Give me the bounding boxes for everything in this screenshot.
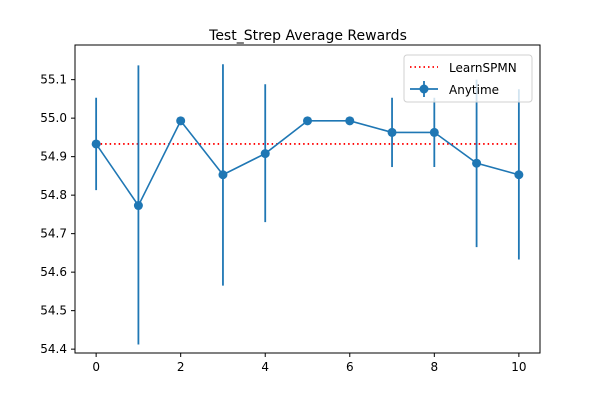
x-tick-label: 2 <box>177 360 185 374</box>
anytime-point <box>303 116 312 126</box>
y-tick-label: 55.0 <box>40 111 67 125</box>
legend: LearnSPMN Anytime <box>403 54 533 103</box>
x-tick-label: 0 <box>92 360 100 374</box>
anytime-point <box>514 170 524 180</box>
x-tick-label: 8 <box>430 360 438 374</box>
anytime-point <box>218 170 228 180</box>
y-tick-label: 54.4 <box>40 342 67 356</box>
x-tick-label: 6 <box>346 360 354 374</box>
legend-anytime-label: Anytime <box>449 83 499 97</box>
anytime-point <box>429 127 439 137</box>
anytime-point <box>176 116 186 126</box>
x-tick-label: 10 <box>511 360 526 374</box>
y-tick-label: 55.1 <box>40 73 67 87</box>
plot-frame <box>74 44 541 354</box>
x-tick-label: 4 <box>261 360 269 374</box>
y-axis: 54.4 54.5 54.6 54.7 54.8 54.9 55.0 55.1 <box>40 73 75 356</box>
anytime-point <box>133 201 143 211</box>
y-tick-label: 54.8 <box>40 188 67 202</box>
anytime-point <box>387 127 397 137</box>
anytime-point <box>472 158 482 168</box>
y-tick-label: 54.5 <box>40 304 67 318</box>
plot-area <box>74 44 541 354</box>
y-tick-label: 54.6 <box>40 265 67 279</box>
anytime-point <box>91 139 101 149</box>
y-tick-label: 54.9 <box>40 150 67 164</box>
anytime-point <box>345 116 355 126</box>
series-layer <box>91 64 524 345</box>
legend-anytime-marker <box>419 84 429 94</box>
legend-learnspmn-label: LearnSPMN <box>449 61 517 75</box>
chart-title: Test_Strep Average Rewards <box>208 28 407 44</box>
x-axis: 0 2 4 6 8 10 <box>92 353 527 374</box>
legend-box <box>403 54 533 103</box>
anytime-point <box>260 149 270 159</box>
y-tick-label: 54.7 <box>40 227 67 241</box>
